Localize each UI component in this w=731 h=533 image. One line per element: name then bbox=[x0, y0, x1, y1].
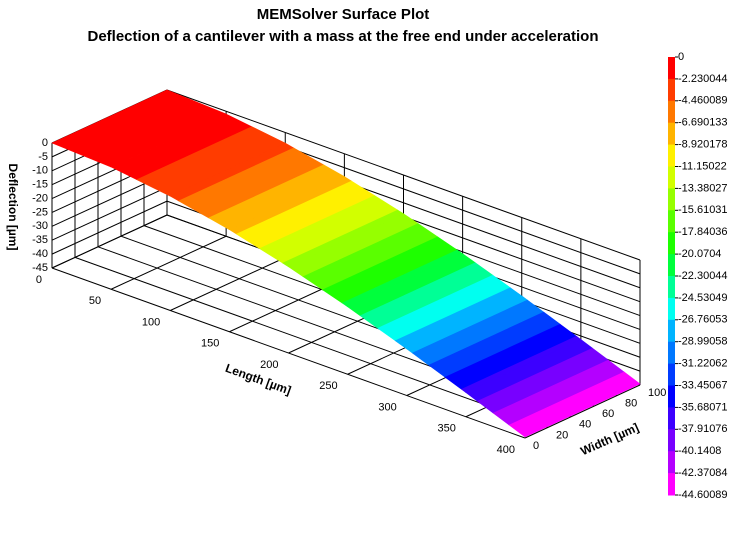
colorbar-label: -40.1408 bbox=[678, 445, 721, 457]
colorbar-label: 0 bbox=[678, 51, 684, 63]
chart-subtitle: Deflection of a cantilever with a mass a… bbox=[88, 28, 599, 45]
y-tick-label: 0 bbox=[533, 440, 539, 452]
x-axis-title: Length [µm] bbox=[224, 361, 294, 398]
colorbar-label: -15.61031 bbox=[678, 204, 728, 216]
colorbar-band bbox=[668, 319, 675, 343]
x-tick-label: 100 bbox=[142, 316, 160, 328]
grid-line bbox=[170, 257, 286, 311]
z-tick-label: -30 bbox=[32, 220, 48, 232]
colorbar-band bbox=[668, 254, 675, 277]
z-tick-label: -35 bbox=[32, 234, 48, 246]
z-tick-label: -25 bbox=[32, 206, 48, 218]
x-tick-label: 350 bbox=[438, 423, 456, 435]
surface-band bbox=[508, 371, 641, 438]
colorbar-label: -2.230044 bbox=[678, 73, 728, 85]
grid-line bbox=[166, 89, 641, 261]
colorbar-band bbox=[668, 210, 675, 233]
colorbar-label: -26.76053 bbox=[678, 314, 728, 326]
z-tick-label: 0 bbox=[42, 137, 48, 149]
colorbar-band bbox=[668, 385, 675, 408]
colorbar-band bbox=[668, 451, 675, 474]
colorbar-band bbox=[668, 122, 675, 146]
colorbar-band bbox=[668, 276, 675, 299]
colorbar-label: -17.84036 bbox=[678, 226, 728, 238]
grid-line bbox=[51, 267, 526, 439]
grid-line bbox=[51, 200, 168, 255]
colorbar-label: -24.53049 bbox=[678, 292, 728, 304]
x-tick-label: 150 bbox=[201, 338, 219, 350]
colorbar-band bbox=[668, 407, 675, 430]
colorbar-label: -11.15022 bbox=[678, 160, 727, 172]
x-tick-label: 50 bbox=[89, 295, 101, 307]
colorbar-band bbox=[668, 232, 675, 255]
grid-line bbox=[74, 256, 549, 428]
colorbar-label: -31.22062 bbox=[678, 358, 728, 370]
z-tick-label: -40 bbox=[32, 248, 48, 260]
y-tick-label: 20 bbox=[556, 429, 568, 441]
y-tick-label: 40 bbox=[579, 419, 591, 431]
y-tick-label: 80 bbox=[625, 398, 637, 410]
colorbar-band bbox=[668, 429, 675, 452]
x-tick-label: 250 bbox=[319, 380, 337, 392]
colorbar-label: -20.0704 bbox=[678, 248, 721, 260]
colorbar-band bbox=[668, 166, 675, 189]
colorbar-label: -22.30044 bbox=[678, 270, 728, 282]
y-tick-label: 60 bbox=[602, 408, 614, 420]
z-axis-title: Deflection [µm] bbox=[6, 164, 20, 251]
x-tick-label: 200 bbox=[260, 359, 278, 371]
grid-line bbox=[524, 384, 641, 439]
colorbar-band bbox=[668, 144, 675, 167]
colorbar-label: -4.460089 bbox=[678, 95, 728, 107]
colorbar-band bbox=[668, 78, 675, 102]
colorbar-label: -42.37084 bbox=[678, 467, 728, 479]
z-tick-label: -15 bbox=[32, 179, 48, 191]
chart-title: MEMSolver Surface Plot bbox=[257, 6, 430, 23]
colorbar-label: -6.690133 bbox=[678, 117, 728, 129]
x-tick-label: 300 bbox=[378, 401, 396, 413]
z-tick-label: -10 bbox=[32, 165, 48, 177]
colorbar-band bbox=[668, 100, 675, 124]
colorbar-label: -33.45067 bbox=[678, 379, 728, 391]
grid-line bbox=[110, 235, 227, 290]
z-tick-label: -20 bbox=[32, 192, 48, 204]
colorbar-band bbox=[668, 188, 675, 211]
x-tick-label: 0 bbox=[36, 274, 42, 286]
colorbar-band bbox=[668, 473, 675, 496]
colorbar-label: -37.91076 bbox=[678, 423, 728, 435]
colorbar-label: -13.38027 bbox=[678, 182, 728, 194]
colorbar-band bbox=[668, 297, 675, 321]
colorbar-band bbox=[668, 341, 675, 365]
colorbar-label: -8.920178 bbox=[678, 139, 728, 151]
grid-line bbox=[51, 186, 168, 241]
z-tick-label: -5 bbox=[38, 151, 48, 163]
colorbar-label: -44.60089 bbox=[678, 489, 728, 501]
x-tick-label: 400 bbox=[497, 444, 515, 456]
colorbar-label: -35.68071 bbox=[678, 401, 728, 413]
y-tick-label: 100 bbox=[648, 387, 666, 399]
colorbar-band bbox=[668, 363, 675, 386]
colorbar-label: -28.99058 bbox=[678, 336, 728, 348]
colorbar-band bbox=[668, 57, 675, 80]
grid-line bbox=[51, 214, 168, 269]
z-tick-label: -45 bbox=[32, 262, 48, 274]
